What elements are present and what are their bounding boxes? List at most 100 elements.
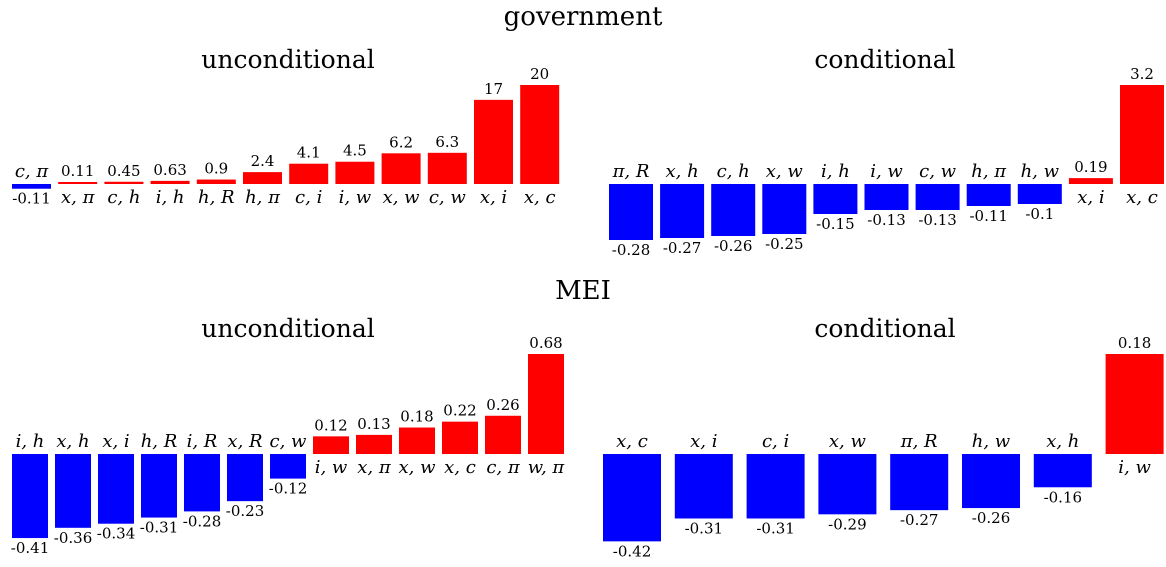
category-label: c, h [717, 161, 750, 182]
category-label: x, h [56, 431, 89, 452]
section-title-government: government [503, 2, 663, 32]
bar [58, 182, 98, 184]
bar [1068, 178, 1113, 184]
category-label: x, π [61, 187, 96, 208]
data-label: 17 [484, 80, 503, 98]
data-label: 0.19 [1074, 158, 1107, 176]
category-label: c, i [762, 431, 789, 452]
bar [196, 179, 236, 184]
data-label: 0.11 [61, 162, 94, 180]
bar [335, 161, 375, 184]
data-label: 0.9 [204, 160, 228, 178]
data-label: 0.18 [1118, 334, 1151, 352]
category-label: x, i [480, 187, 507, 208]
data-label: 0.18 [400, 408, 433, 426]
panel-title: unconditional [201, 314, 374, 343]
category-label: w, π [528, 457, 566, 478]
bar [313, 436, 349, 454]
category-label: i, w [339, 187, 372, 208]
category-label: x, w [829, 431, 867, 452]
category-label: x, π [357, 457, 392, 478]
bar [603, 454, 661, 542]
category-label: π, R [900, 431, 938, 452]
data-label: 0.12 [314, 416, 347, 434]
data-label: 0.68 [529, 334, 562, 352]
category-label: c, i [295, 187, 322, 208]
data-label: -0.16 [1044, 488, 1082, 506]
bar [442, 421, 478, 454]
bar [1105, 354, 1164, 454]
data-label: 2.4 [251, 152, 275, 170]
data-label: 4.1 [297, 144, 321, 162]
chart-panel-mei-conditional: conditional -0.42 x, c -0.31 x, i -0.31 c, i -0… [603, 314, 1164, 560]
data-label: -0.12 [269, 480, 307, 498]
bar [356, 434, 392, 454]
category-label: x, h [666, 161, 699, 182]
category-label: x, c [524, 187, 556, 208]
category-label: c, π [486, 457, 521, 478]
bar [12, 184, 51, 189]
category-label: i, w [1118, 457, 1151, 478]
category-label: x, h [1046, 431, 1079, 452]
bar [104, 181, 144, 184]
bar [289, 163, 329, 184]
bar [184, 454, 220, 512]
category-label: c, w [919, 161, 957, 182]
data-label: 3.2 [1130, 65, 1154, 83]
category-label: h, w [972, 431, 1011, 452]
data-label: -0.42 [613, 542, 651, 560]
data-label: -0.23 [226, 502, 264, 520]
chart-panel-government-conditional: conditional -0.28 π, R -0.27 x, h -0.26 c, h -0… [609, 45, 1164, 259]
data-label: 4.5 [343, 142, 367, 160]
data-label: -0.41 [11, 539, 49, 557]
bar [227, 454, 263, 502]
category-label: c, w [429, 187, 467, 208]
data-label: -0.15 [816, 215, 854, 233]
bar [1120, 85, 1164, 184]
bar [55, 454, 91, 528]
bar [528, 354, 564, 454]
panel-title: conditional [814, 45, 955, 74]
bar [915, 184, 960, 210]
data-label: 0.63 [153, 161, 186, 179]
category-label: h, π [245, 187, 281, 208]
data-label: -0.34 [97, 525, 135, 543]
data-label: -0.26 [972, 509, 1010, 527]
data-label: 0.22 [443, 402, 476, 420]
data-label: -0.13 [867, 211, 905, 229]
bar [966, 184, 1011, 206]
bar [520, 85, 560, 184]
bar [890, 454, 949, 511]
data-label: -0.36 [54, 529, 92, 547]
category-label: i, w [870, 161, 903, 182]
bar [12, 454, 48, 539]
data-label: 0.45 [107, 162, 140, 180]
category-label: c, w [270, 431, 308, 452]
category-label: x, w [383, 187, 421, 208]
section-title-mei: MEI [555, 276, 611, 306]
bar [381, 153, 421, 184]
category-label: x, w [398, 457, 436, 478]
bar [98, 454, 134, 524]
category-label: x, c [444, 457, 476, 478]
category-label: x, R [227, 431, 262, 452]
category-label: h, R [198, 187, 235, 208]
panel-title: unconditional [201, 45, 374, 74]
category-label: c, h [107, 187, 140, 208]
bar [609, 184, 653, 240]
category-label: h, π [971, 161, 1007, 182]
category-label: π, R [612, 161, 650, 182]
bar [674, 454, 733, 519]
data-label: 20 [530, 65, 549, 83]
category-label: x, c [616, 431, 648, 452]
data-label: -0.1 [1025, 205, 1054, 223]
bar [660, 184, 705, 238]
category-label: x, i [102, 431, 129, 452]
bar [818, 454, 877, 515]
bar [962, 454, 1020, 509]
data-label: 6.3 [435, 133, 459, 151]
bar [141, 454, 177, 518]
data-label: -0.31 [140, 519, 178, 537]
data-label: -0.11 [12, 190, 50, 208]
